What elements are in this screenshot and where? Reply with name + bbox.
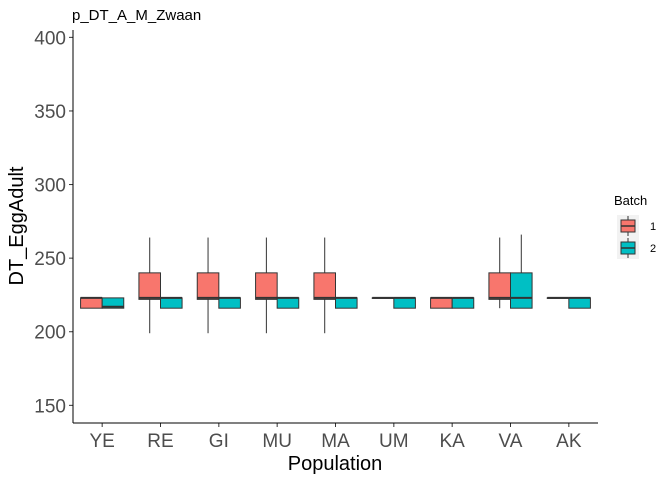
box-body [101, 297, 125, 309]
x-tick-label: RE [147, 431, 173, 452]
box-GI-batch-1 [196, 237, 220, 334]
x-tick-label: GI [209, 431, 229, 452]
y-tick-label: 200 [34, 323, 66, 344]
box-body [451, 297, 475, 309]
chart-title: p_DT_A_M_Zwaan [72, 7, 201, 24]
box-KA-batch-2 [451, 296, 475, 309]
legend-item: 2 [617, 237, 656, 259]
box-body [255, 272, 278, 300]
box-MA-batch-1 [313, 237, 336, 334]
x-tick-label: AK [556, 431, 582, 452]
box-MU-batch-1 [255, 237, 278, 334]
y-tick-label: 250 [34, 249, 66, 270]
legend-title: Batch [614, 193, 647, 208]
box-body [568, 297, 591, 309]
legend-label: 1 [650, 221, 656, 233]
box-body [80, 297, 103, 309]
y-tick-label: 350 [34, 102, 66, 123]
box-body [393, 297, 416, 309]
x-tick-label: MU [262, 431, 292, 452]
box-body [218, 297, 241, 309]
box-VA-batch-2 [510, 234, 533, 309]
box-YE-batch-1 [80, 296, 103, 309]
y-tick-label: 150 [34, 396, 66, 417]
box-body [313, 272, 336, 300]
legend-label: 2 [650, 243, 656, 255]
x-tick-label: VA [499, 431, 523, 452]
x-tick-label: YE [89, 431, 114, 452]
y-axis-ticks: 150 200 250 300 350 400 [34, 28, 73, 417]
box-MU-batch-2 [276, 296, 300, 309]
box-UM-batch-2 [393, 296, 416, 309]
box-body [510, 272, 533, 309]
x-tick-label: MA [321, 431, 350, 452]
x-axis-ticks: YE RE GI MU MA UM KA VA AK [89, 423, 582, 452]
box-body [160, 297, 183, 309]
box-YE-batch-2 [101, 297, 125, 309]
box-body [138, 272, 162, 300]
box-UM-batch-1 [371, 296, 395, 299]
y-tick-label: 400 [34, 28, 66, 49]
box-GI-batch-2 [218, 296, 241, 309]
box-body [335, 297, 358, 309]
box-MA-batch-2 [335, 296, 358, 309]
box-AK-batch-1 [546, 296, 570, 299]
box-KA-batch-1 [430, 296, 453, 309]
boxplot-boxes [80, 234, 591, 334]
y-axis-title: DT_EggAdult [6, 166, 28, 285]
box-body [196, 272, 220, 300]
y-tick-label: 300 [34, 176, 66, 197]
legend: Batch 1 2 [614, 193, 656, 259]
box-body [488, 272, 511, 300]
box-VA-batch-1 [488, 237, 511, 309]
x-tick-label: UM [379, 431, 409, 452]
x-axis-title: Population [288, 453, 383, 475]
box-body [276, 297, 300, 309]
box-RE-batch-2 [160, 296, 183, 309]
box-body [430, 297, 453, 309]
box-AK-batch-2 [568, 296, 591, 309]
x-tick-label: KA [439, 431, 465, 452]
legend-item: 1 [617, 215, 656, 237]
box-RE-batch-1 [138, 237, 162, 334]
